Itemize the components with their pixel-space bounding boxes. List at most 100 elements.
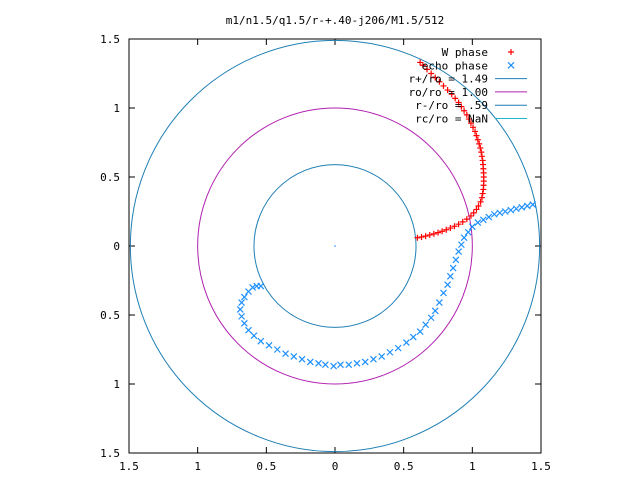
data-point [436, 78, 443, 85]
data-point [496, 209, 504, 217]
x-tick-label: 1.5 [531, 460, 551, 473]
data-point [422, 233, 429, 240]
data-point [240, 319, 248, 327]
x-tick-label: 0.5 [394, 460, 414, 473]
data-point [479, 216, 487, 224]
circle-ro-ro-1-00 [197, 107, 473, 385]
data-point [422, 321, 430, 329]
data-point [386, 348, 394, 356]
data-point [238, 299, 246, 307]
x-tick-label: 0 [332, 460, 339, 473]
data-point [240, 293, 248, 301]
data-point [290, 352, 298, 360]
data-point [507, 206, 515, 214]
data-point [460, 234, 468, 242]
origin-marker [334, 245, 336, 247]
data-point [478, 153, 485, 160]
data-point [472, 128, 479, 135]
data-point [440, 289, 447, 297]
data-point [394, 344, 402, 352]
data-point [418, 234, 425, 241]
data-point [463, 111, 470, 118]
data-point [432, 74, 439, 81]
data-point [474, 219, 482, 226]
data-point [419, 62, 426, 69]
legend-label: r+/ro = 1.49 [409, 73, 488, 86]
data-point [446, 272, 454, 280]
data-point [476, 140, 483, 147]
x-tick-label: 1 [469, 460, 476, 473]
data-point [468, 223, 476, 231]
series-echo-phase [236, 201, 537, 370]
data-point [337, 361, 344, 369]
data-point [490, 210, 498, 218]
data-point [330, 362, 338, 370]
data-point [455, 221, 462, 228]
legend-label: r-/ro = .59 [415, 99, 488, 112]
data-point [478, 149, 485, 156]
data-point [424, 66, 431, 73]
data-point [409, 333, 417, 341]
data-point [443, 226, 450, 233]
data-point [257, 282, 265, 290]
data-point [250, 332, 258, 340]
data-point [464, 228, 472, 236]
data-point [282, 350, 289, 358]
data-point [353, 359, 361, 367]
data-point [455, 248, 463, 255]
data-point [451, 223, 458, 230]
legend-label: W phase [442, 46, 488, 59]
data-point [440, 82, 447, 89]
data-point [501, 208, 509, 215]
chart-title: m1/n1.5/q1.5/r-+.40-j206/M1.5/512 [226, 14, 445, 27]
data-point [523, 202, 531, 210]
data-point [245, 326, 252, 334]
y-tick-label: 1 [113, 378, 120, 391]
data-point [444, 87, 451, 94]
data-point [265, 341, 273, 349]
data-point [435, 229, 441, 236]
data-point [378, 352, 386, 360]
data-point [512, 205, 520, 213]
data-point [465, 116, 472, 123]
data-point [470, 209, 477, 216]
data-point [529, 201, 537, 209]
y-tick-label: 0.5 [100, 171, 120, 184]
legend-label: ro/ro = 1.00 [409, 86, 488, 99]
data-point [306, 358, 314, 366]
data-point [435, 299, 443, 307]
y-tick-label: 1.5 [100, 447, 120, 460]
data-point [448, 91, 455, 98]
data-point [475, 202, 482, 209]
data-point [459, 218, 466, 225]
data-point [315, 359, 322, 367]
legend-swatch [507, 61, 515, 69]
data-point [439, 228, 446, 235]
data-point [479, 157, 486, 164]
data-point [345, 361, 353, 369]
circle-r-ro-1-49 [129, 39, 541, 453]
series-w-phase [414, 59, 487, 241]
data-point [449, 264, 457, 272]
data-point [444, 281, 452, 289]
y-tick-label: 1.5 [100, 33, 120, 46]
data-point [370, 355, 377, 363]
data-point [452, 95, 459, 102]
legend-swatch [508, 49, 514, 55]
data-point [236, 306, 244, 313]
data-point [414, 234, 421, 241]
x-tick-label: 1 [194, 460, 201, 473]
data-point [474, 136, 481, 143]
data-point [257, 337, 265, 345]
data-point [457, 241, 465, 249]
data-point [452, 256, 460, 264]
data-point [430, 230, 437, 237]
x-tick-label: 1.5 [119, 460, 139, 473]
data-point [461, 107, 468, 114]
data-point [402, 339, 410, 347]
data-point [417, 59, 424, 66]
data-point [431, 307, 439, 315]
data-point [428, 70, 435, 77]
y-tick-label: 0.5 [100, 309, 120, 322]
